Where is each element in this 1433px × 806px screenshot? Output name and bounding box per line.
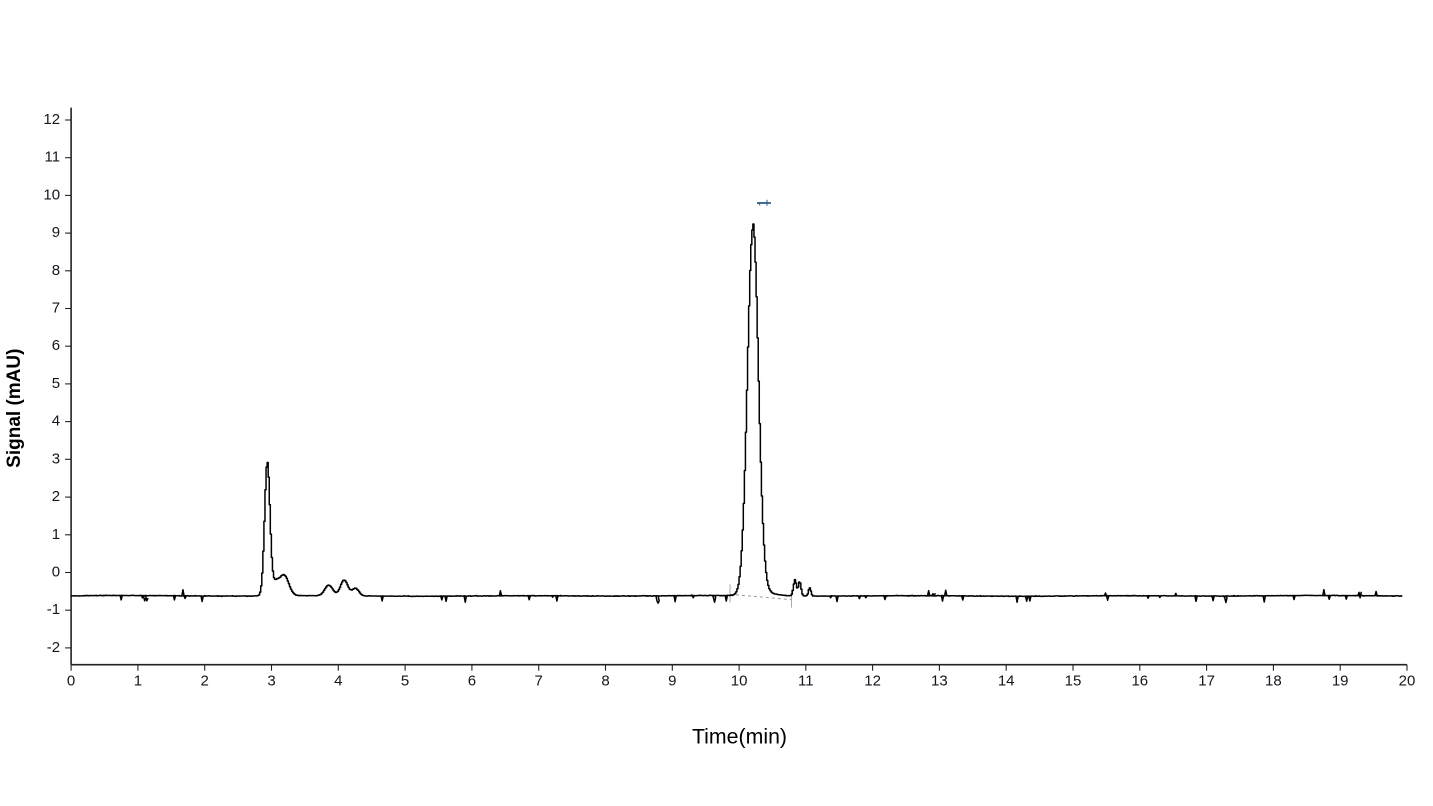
svg-text:1: 1 <box>755 199 771 207</box>
svg-text:7: 7 <box>535 673 543 690</box>
svg-text:0: 0 <box>52 564 60 581</box>
svg-text:7: 7 <box>52 300 60 317</box>
svg-text:-2: -2 <box>47 639 60 656</box>
svg-text:2: 2 <box>201 673 209 690</box>
svg-text:9: 9 <box>668 673 676 690</box>
svg-text:14: 14 <box>998 673 1015 690</box>
svg-text:12: 12 <box>43 111 60 128</box>
svg-text:1: 1 <box>134 673 142 690</box>
svg-text:17: 17 <box>1198 673 1215 690</box>
svg-text:11: 11 <box>798 673 814 690</box>
svg-text:9: 9 <box>52 224 60 241</box>
svg-text:5: 5 <box>52 375 60 392</box>
svg-text:8: 8 <box>601 673 609 690</box>
svg-text:6: 6 <box>52 337 60 354</box>
svg-text:8: 8 <box>52 262 60 279</box>
svg-text:4: 4 <box>52 413 60 430</box>
svg-text:19: 19 <box>1332 673 1349 690</box>
svg-text:6: 6 <box>468 673 476 690</box>
svg-text:3: 3 <box>52 450 60 467</box>
svg-text:13: 13 <box>931 673 948 690</box>
svg-text:2: 2 <box>52 488 60 505</box>
svg-text:20: 20 <box>1399 673 1416 690</box>
svg-text:4: 4 <box>334 673 342 690</box>
svg-text:10: 10 <box>731 673 748 690</box>
svg-text:Signal (mAU): Signal (mAU) <box>4 349 25 468</box>
svg-text:15: 15 <box>1065 673 1082 690</box>
svg-text:16: 16 <box>1131 673 1148 690</box>
svg-text:Time(min): Time(min) <box>692 725 787 749</box>
svg-text:1: 1 <box>52 526 60 543</box>
svg-text:0: 0 <box>67 673 75 690</box>
svg-text:11: 11 <box>45 149 61 166</box>
svg-text:12: 12 <box>864 673 881 690</box>
svg-text:18: 18 <box>1265 673 1282 690</box>
svg-text:-1: -1 <box>47 601 60 618</box>
svg-text:3: 3 <box>267 673 275 690</box>
svg-text:5: 5 <box>401 673 409 690</box>
svg-text:10: 10 <box>43 186 60 203</box>
